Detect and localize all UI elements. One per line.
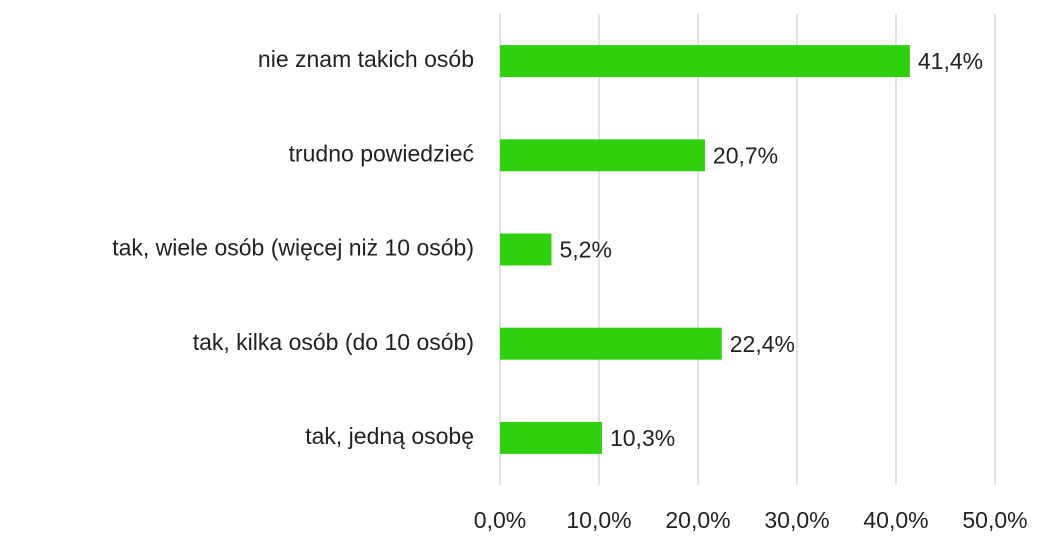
value-label: 10,3% [610, 425, 675, 451]
x-tick-label: 10,0% [566, 507, 631, 533]
bar [500, 327, 722, 360]
value-label: 5,2% [559, 237, 611, 263]
x-tick-label: 50,0% [962, 507, 1027, 533]
y-tick-label: trudno powiedzieć [289, 140, 474, 166]
y-tick-label: tak, wiele osób (więcej niż 10 osób) [112, 235, 474, 261]
y-tick-label: nie znam takich osób [258, 46, 474, 72]
y-tick-label: tak, kilka osób (do 10 osób) [193, 329, 474, 355]
x-tick-label: 30,0% [764, 507, 829, 533]
x-tick-label: 40,0% [863, 507, 928, 533]
y-tick-label: tak, jedną osobę [305, 423, 474, 449]
bar [500, 45, 910, 78]
bar [500, 421, 602, 454]
x-tick-label: 20,0% [665, 507, 730, 533]
bar [500, 139, 705, 172]
value-label: 20,7% [713, 142, 778, 168]
bar [500, 233, 552, 266]
value-label: 41,4% [918, 48, 983, 74]
value-label: 22,4% [730, 331, 795, 357]
x-tick-label: 0,0% [474, 507, 526, 533]
